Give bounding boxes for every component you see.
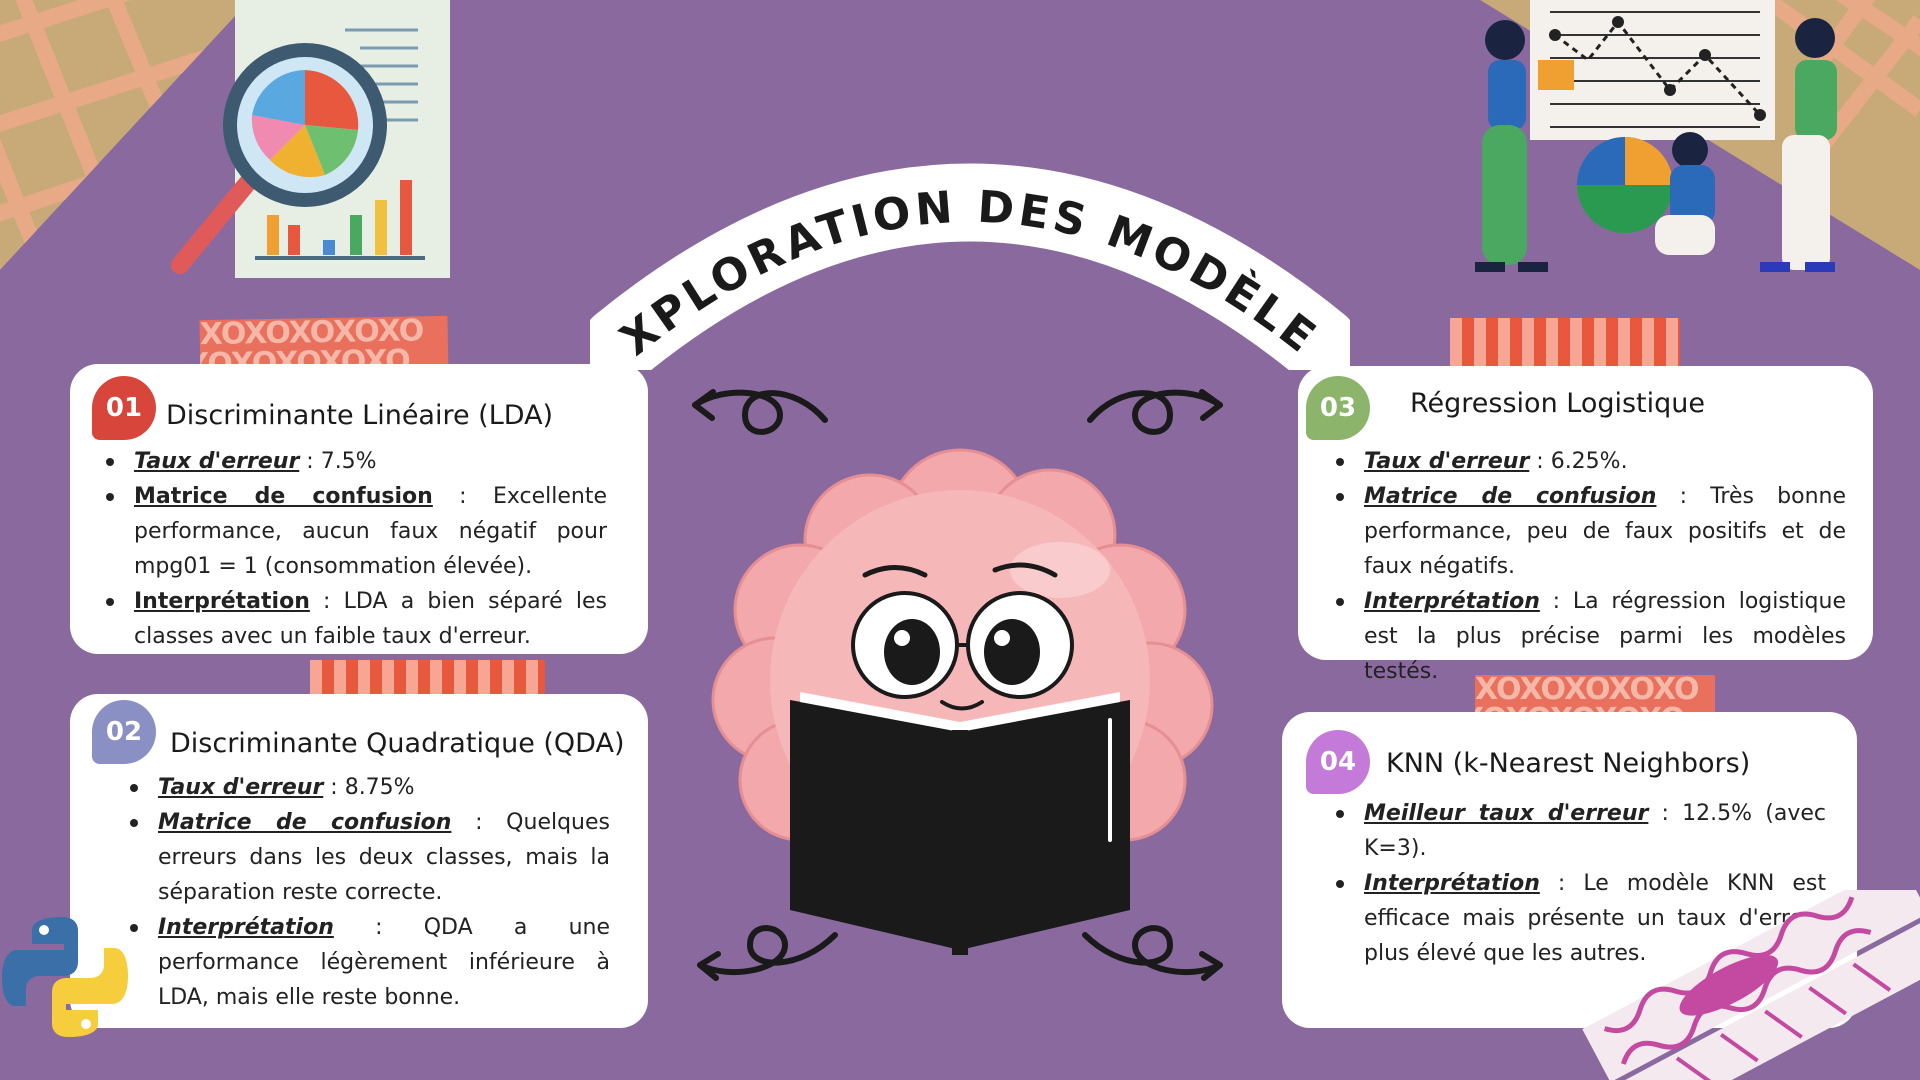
list-item: Matrice de confusion : Très bonne perfor… [1336,479,1846,584]
list-item: Matrice de confusion : Excellente perfor… [106,479,607,584]
swirl-arrow-icon [692,389,828,435]
list-item: Taux d'erreur : 7.5% [106,444,607,479]
item-label: Taux d'erreur [158,775,324,800]
item-text: : La régression logistique est la plus p… [1364,589,1846,684]
item-text: : Quelques erreurs dans les deux classes… [158,810,610,905]
card-bullets: Taux d'erreur : 7.5% Matrice de confusio… [106,444,607,654]
list-item: Interprétation : QDA a une performance l… [130,910,610,1015]
item-label: Meilleur taux d'erreur [1364,801,1649,826]
card-bullets: Meilleur taux d'erreur : 12.5% (avec K=3… [1336,796,1826,971]
card-number-badge: 04 [1306,730,1370,794]
list-item: Matrice de confusion : Quelques erreurs … [130,805,610,910]
card-title: KNN (k-Nearest Neighbors) [1386,748,1751,779]
item-text: : 6.25%. [1529,449,1628,474]
list-item: Interprétation : Le modèle KNN est effic… [1336,866,1826,971]
card-title: Discriminante Linéaire (LDA) [166,400,554,431]
card-logistic: 03 Régression Logistique Taux d'erreur :… [1298,366,1873,684]
magnifier-chart-icon [160,0,460,285]
title-banner: EXPLORATION DES MODÈLES [572,90,1359,384]
list-item: Meilleur taux d'erreur : 12.5% (avec K=3… [1336,796,1826,866]
brain-reading-mascot [680,430,1240,970]
item-label: Interprétation [1364,589,1540,614]
card-number-badge: 01 [92,376,156,440]
item-label: Taux d'erreur [134,449,300,474]
item-label: Matrice de confusion [1364,484,1657,509]
list-item: Taux d'erreur : 8.75% [130,770,610,805]
card-bullets: Taux d'erreur : 8.75% Matrice de confusi… [130,770,610,1015]
team-chart-illustration [1460,0,1860,300]
item-label: Matrice de confusion [158,810,452,835]
card-title: Discriminante Quadratique (QDA) [170,728,625,759]
card-qda: 02 Discriminante Quadratique (QDA) Taux … [70,694,648,1028]
card-number-badge: 02 [92,700,156,764]
item-label: Matrice de confusion [134,484,433,509]
item-text: : 12.5% (avec K=3). [1364,801,1826,861]
item-text: : Le modèle KNN est efficace mais présen… [1364,871,1826,966]
item-text: : Excellente performance, aucun faux nég… [134,484,607,579]
python-logo-icon [2,917,128,1037]
item-text: : 8.75% [323,775,415,800]
item-text: : Très bonne performance, peu de faux po… [1364,484,1846,579]
card-lda: 01 Discriminante Linéaire (LDA) Taux d'e… [70,364,648,654]
swirl-arrow-icon [1082,925,1223,981]
item-label: Interprétation [134,589,310,614]
item-label: Taux d'erreur [1364,449,1530,474]
card-number-badge: 03 [1306,376,1370,440]
card-bullets: Taux d'erreur : 6.25%. Matrice de confus… [1336,444,1846,689]
item-label: Interprétation [1364,871,1540,896]
list-item: Interprétation : LDA a bien séparé les c… [106,584,607,654]
lattice-pattern [0,0,250,270]
list-item: Taux d'erreur : 6.25%. [1336,444,1846,479]
item-label: Interprétation [158,915,334,940]
item-text: : LDA a bien séparé les classes avec un … [134,589,607,649]
item-text: : 7.5% [299,449,377,474]
item-text: : QDA a une performance légèrement infér… [158,915,610,1010]
list-item: Interprétation : La régression logistiqu… [1336,584,1846,689]
card-title: Régression Logistique [1410,388,1706,419]
lattice-top-left [0,0,250,270]
pencil-decoration [1582,890,1920,1080]
swirl-arrow-icon [1087,389,1223,435]
swirl-arrow-icon [697,925,838,981]
